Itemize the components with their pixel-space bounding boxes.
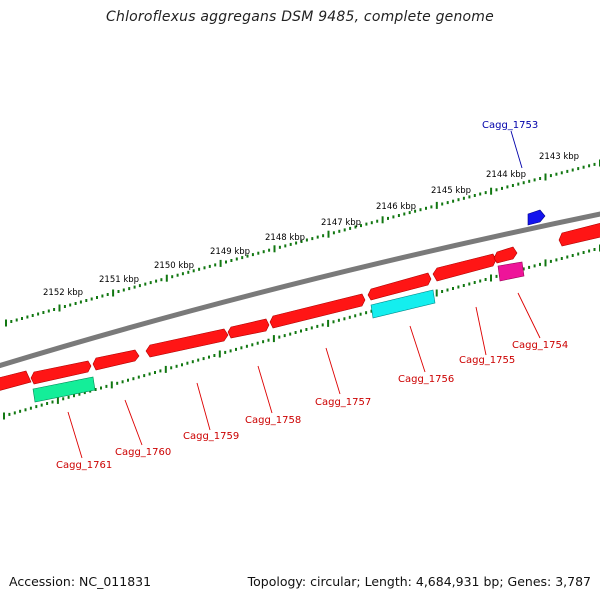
- gene-label-1758[interactable]: Cagg_1758: [245, 415, 301, 426]
- gene-label-1756[interactable]: Cagg_1756: [398, 374, 454, 385]
- gene-label-1761[interactable]: Cagg_1761: [56, 460, 112, 471]
- cyan-feature-cagg-1756[interactable]: [370, 289, 436, 319]
- leader-line-1760: [124, 399, 143, 446]
- cds-arrow-1760[interactable]: [30, 360, 92, 385]
- leader-line-1753: [510, 130, 523, 169]
- cds-features: [0, 222, 600, 391]
- gene-label-1753[interactable]: Cagg_1753: [482, 120, 538, 131]
- leader-line-1755: [475, 306, 487, 356]
- green-feature-cagg-1761[interactable]: [32, 376, 96, 403]
- blue-feature-cagg-1753[interactable]: [527, 209, 546, 226]
- cds-arrow-1759a[interactable]: [92, 349, 140, 371]
- cds-arrow-next[interactable]: [558, 222, 600, 247]
- leader-line-1758: [257, 365, 273, 414]
- scale-label: 2144 kbp: [486, 170, 526, 180]
- gene-label-1755[interactable]: Cagg_1755: [459, 355, 515, 366]
- map-title: Chloroflexus aggregans DSM 9485, complet…: [106, 9, 494, 25]
- cds-arrow-1756[interactable]: [367, 272, 432, 301]
- scale-label: 2152 kbp: [43, 288, 83, 298]
- scale-label: 2148 kbp: [265, 233, 305, 243]
- genome-summary-text: Topology: circular; Length: 4,684,931 bp…: [247, 574, 591, 589]
- gene-label-1754[interactable]: Cagg_1754: [512, 340, 568, 351]
- gene-labels: Cagg_1753 Cagg_1754 Cagg_1755 Cagg_1756 …: [56, 120, 568, 471]
- gene-label-1759[interactable]: Cagg_1759: [183, 431, 239, 442]
- scale-label: 2145 kbp: [431, 186, 471, 196]
- lower-scale-ticks: [3, 244, 600, 420]
- cds-arrow-1758[interactable]: [227, 318, 270, 339]
- accession-text: Accession: NC_011831: [9, 574, 152, 589]
- gene-label-1760[interactable]: Cagg_1760: [115, 447, 171, 458]
- leader-line-1757: [325, 347, 341, 395]
- scale-label: 2143 kbp: [539, 152, 579, 162]
- scale-label: 2149 kbp: [210, 247, 250, 257]
- scale-labels: 2143 kbp 2144 kbp 2145 kbp 2146 kbp 2147…: [43, 152, 579, 298]
- scale-label: 2150 kbp: [154, 261, 194, 271]
- scale-label: 2151 kbp: [99, 275, 139, 285]
- leader-line-1756: [409, 325, 426, 373]
- gene-label-1757[interactable]: Cagg_1757: [315, 397, 371, 408]
- cds-arrow-1759[interactable]: [145, 328, 229, 358]
- scale-label: 2146 kbp: [376, 202, 416, 212]
- genome-backbone: [0, 211, 600, 369]
- leader-line-1759: [196, 382, 211, 431]
- cds-arrow-1757[interactable]: [269, 293, 366, 329]
- cds-arrow-1754[interactable]: [493, 246, 518, 264]
- leader-line-1761: [67, 411, 83, 459]
- scale-label: 2147 kbp: [321, 218, 361, 228]
- leader-lines: [67, 130, 541, 459]
- upper-scale-ticks: [5, 159, 600, 327]
- leader-line-1754: [517, 292, 541, 339]
- magenta-feature-cagg-1754[interactable]: [497, 261, 525, 282]
- cds-arrow-1761[interactable]: [0, 370, 32, 391]
- cds-arrow-1755[interactable]: [432, 253, 497, 282]
